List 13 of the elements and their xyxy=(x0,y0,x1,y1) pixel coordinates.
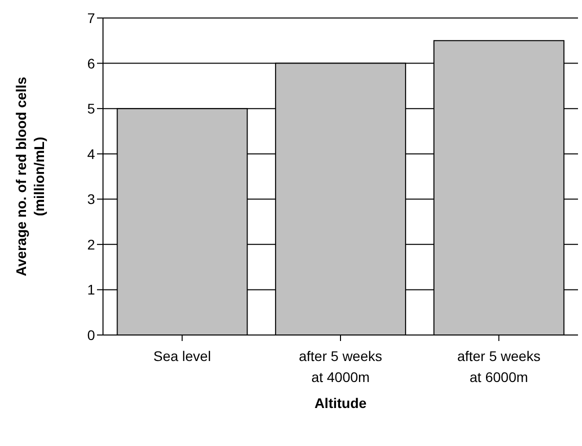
y-axis-title: Average no. of red blood cells (million/mL) xyxy=(13,76,47,276)
x-tick-label: after 5 weeks at 4000m xyxy=(298,348,382,385)
y-tick-label: 3 xyxy=(87,191,96,208)
y-tick-label: 1 xyxy=(87,282,96,298)
y-tick-label: 7 xyxy=(87,10,96,26)
y-tick-label: 4 xyxy=(87,146,96,162)
x-tick-label: after 5 weeks at 6000m xyxy=(457,348,540,385)
y-tick-label: 0 xyxy=(87,326,96,343)
y-tick-label: 5 xyxy=(87,100,96,117)
x-axis-title: Altitude xyxy=(314,395,367,411)
y-tick-label: 2 xyxy=(87,236,96,252)
y-tick-label: 6 xyxy=(87,55,96,72)
x-tick-label: Sea level xyxy=(153,348,211,364)
